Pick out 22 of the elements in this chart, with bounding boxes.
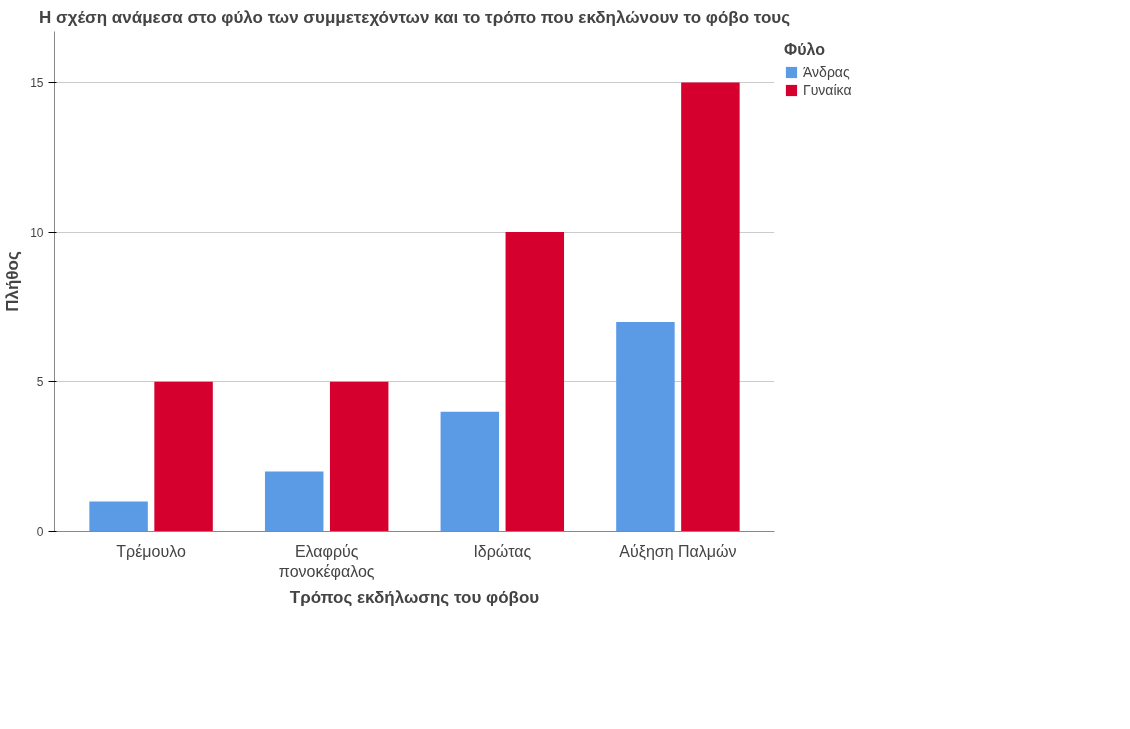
- y-tick-label: 10: [30, 225, 44, 240]
- y-tick-label: 5: [36, 375, 44, 390]
- x-tick-label: Ελαφρύς πονοκέφαλος: [278, 542, 375, 580]
- legend-title: Φύλο: [784, 41, 826, 59]
- x-axis-title: Τρόπος εκδήλωσης του φόβου: [289, 587, 540, 607]
- y-tick-label: 0: [36, 525, 44, 539]
- bar: [616, 321, 675, 532]
- bar: [440, 411, 500, 532]
- legend-label: Γυναίκα: [803, 82, 852, 98]
- x-tick-label: Ιδρώτας: [473, 542, 532, 560]
- legend-label: Άνδρας: [803, 64, 850, 80]
- bar: [329, 381, 389, 532]
- bar: [89, 501, 148, 532]
- bar: [154, 381, 213, 532]
- x-tick-label: Τρέμουλο: [116, 542, 186, 560]
- y-axis-title: Πλήθος: [3, 251, 23, 312]
- bar: [264, 471, 324, 532]
- chart-title: Η σχέση ανάμεσα στο φύλο των συμμετεχόντων και το τρόπο που εκδηλώνουν το φόβο τους: [39, 7, 791, 27]
- y-tick-label: 15: [30, 75, 44, 90]
- x-tick-label: Αύξηση Παλμών: [619, 542, 737, 561]
- bar: [681, 82, 740, 532]
- bar: [505, 232, 565, 532]
